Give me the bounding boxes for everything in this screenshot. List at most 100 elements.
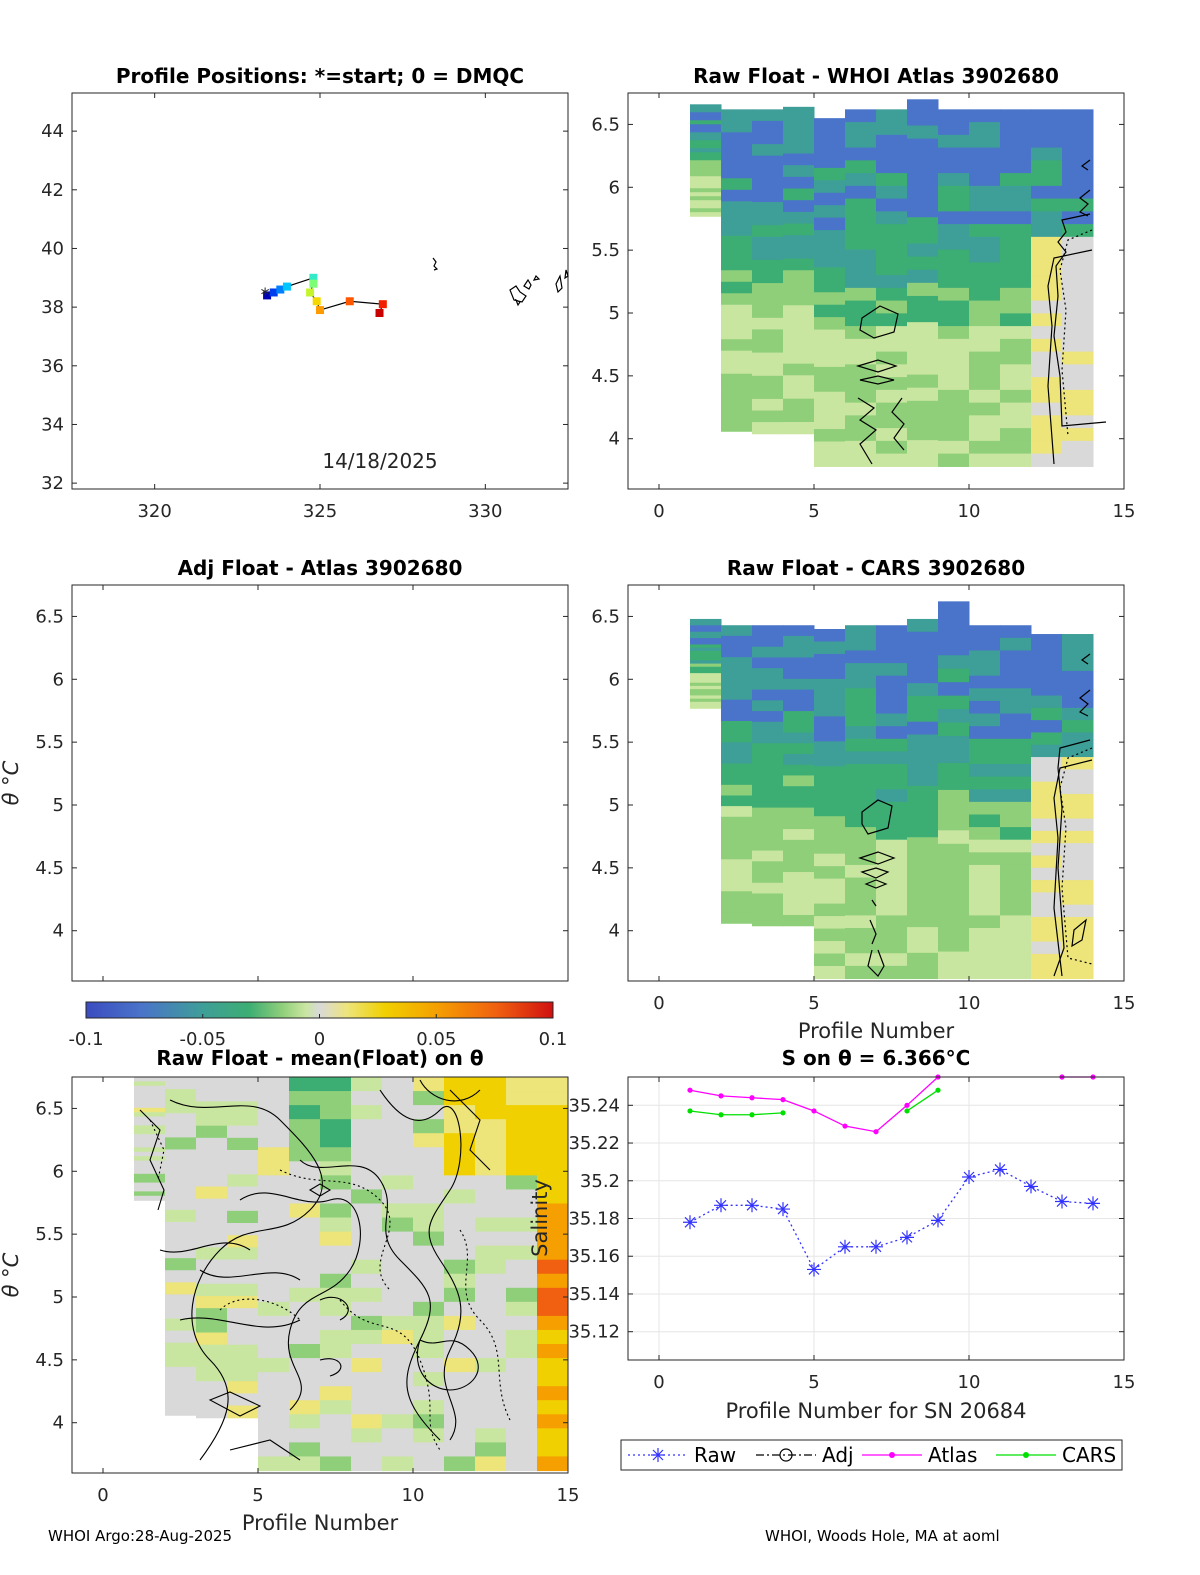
- series-line-cars: [906, 1089, 939, 1112]
- heatmap-cell: [907, 191, 939, 205]
- heatmap-cell: [814, 192, 846, 206]
- heatmap-cell: [475, 1245, 507, 1261]
- heatmap-cell: [227, 1332, 259, 1346]
- heatmap-cell: [938, 402, 970, 416]
- heatmap-cell: [814, 778, 846, 792]
- data-point-raw: [931, 1213, 945, 1228]
- heatmap-cell: [969, 134, 1001, 149]
- heatmap-cell: [258, 1133, 290, 1148]
- heatmap-cell: [1031, 364, 1063, 378]
- heatmap-cell: [1062, 683, 1094, 697]
- y-tick-label: 38: [41, 297, 64, 318]
- heatmap-cell: [783, 153, 815, 166]
- heatmap-cell: [1031, 916, 1063, 930]
- heatmap-cell: [876, 877, 908, 891]
- heatmap-cell: [721, 827, 753, 839]
- heatmap-cell: [845, 953, 877, 967]
- heatmap-cell: [506, 1203, 538, 1219]
- heatmap-cell: [938, 249, 970, 263]
- heatmap-cell: [690, 654, 722, 658]
- heatmap-cell: [690, 188, 722, 193]
- heatmap-cell: [475, 1147, 507, 1162]
- heatmap-cell: [814, 928, 846, 942]
- heatmap-cell: [721, 763, 753, 775]
- heatmap-cell: [134, 1090, 166, 1096]
- heatmap-cell: [1062, 300, 1094, 314]
- heatmap-cell: [1031, 389, 1063, 404]
- heatmap-cell: [845, 440, 877, 455]
- heatmap-cell: [134, 1169, 166, 1175]
- heatmap-cell: [783, 743, 815, 755]
- x-tick-label: 10: [958, 993, 981, 1014]
- heatmap-cell: [320, 1315, 352, 1331]
- heatmap-cell: [783, 689, 815, 701]
- heatmap-cell: [134, 1147, 166, 1153]
- heatmap-cell: [258, 1329, 290, 1345]
- heatmap-cell: [1031, 855, 1063, 869]
- heatmap-cell: [444, 1245, 476, 1261]
- data-point-raw: [807, 1262, 821, 1277]
- y-tick-label: 5.5: [591, 240, 620, 261]
- heatmap-cell: [1031, 415, 1063, 429]
- heatmap-cell: [814, 629, 846, 643]
- heatmap-cell: [382, 1442, 414, 1458]
- heatmap-cell: [969, 300, 1001, 314]
- heatmap-cell: [938, 134, 970, 149]
- heatmap-cell: [1062, 880, 1094, 893]
- heatmap-cell: [969, 902, 1001, 917]
- heatmap-cell: [752, 167, 784, 180]
- heatmap-cell: [1062, 966, 1094, 980]
- heatmap-cell: [1031, 634, 1063, 647]
- legend-marker-atlas: [889, 1452, 895, 1458]
- heatmap-cell: [258, 1273, 290, 1289]
- profile-position-marker: [375, 309, 384, 317]
- heatmap-cell: [907, 618, 939, 633]
- heatmap-cell: [382, 1414, 414, 1429]
- heatmap-cell: [690, 666, 722, 671]
- heatmap-cell: [227, 1101, 259, 1115]
- heatmap-cell: [506, 1189, 538, 1205]
- heatmap-cell: [1031, 160, 1063, 174]
- heatmap-cell: [938, 428, 970, 442]
- heatmap-cell: [938, 377, 970, 391]
- heatmap-cell: [783, 410, 815, 423]
- heatmap-cell: [506, 1428, 538, 1443]
- profile-position-marker: [316, 306, 324, 315]
- heatmap-cell: [506, 1315, 538, 1331]
- heatmap-cell: [1031, 670, 1063, 684]
- heatmap-cell: [382, 1456, 414, 1472]
- heatmap-cell: [969, 402, 1001, 416]
- heatmap-cell: [1062, 262, 1094, 276]
- heatmap-cell: [690, 644, 722, 649]
- data-point-raw: [1055, 1194, 1069, 1209]
- heatmap-cell: [227, 1150, 259, 1163]
- heatmap-cell: [907, 952, 939, 967]
- heatmap-cell: [1062, 173, 1094, 187]
- heatmap-cell: [1031, 173, 1063, 187]
- heatmap-cell: [752, 352, 784, 365]
- heatmap-cell: [1062, 389, 1094, 404]
- heatmap-cell: [258, 1287, 290, 1303]
- heatmap-cell: [475, 1456, 507, 1472]
- heatmap-cell: [969, 776, 1001, 790]
- heatmap-cell: [752, 914, 784, 927]
- heatmap-cell: [969, 663, 1001, 677]
- heatmap-cell: [227, 1344, 259, 1358]
- heatmap-cell: [444, 1358, 476, 1373]
- heatmap-cell: [845, 890, 877, 904]
- heatmap-cell: [382, 1428, 414, 1443]
- heatmap-cell: [382, 1259, 414, 1275]
- heatmap-cell: [845, 663, 877, 677]
- heatmap-cell: [938, 924, 970, 939]
- data-point-atlas: [749, 1095, 755, 1101]
- heatmap-cell: [320, 1358, 352, 1373]
- heatmap-cell: [1031, 147, 1063, 161]
- heatmap-cell: [721, 419, 753, 432]
- heatmap-cell: [413, 1428, 445, 1443]
- heatmap-cell: [969, 351, 1001, 365]
- legend-items: Raw Adj Atlas CARS: [628, 1443, 1116, 1467]
- heatmap-cell: [1062, 402, 1094, 416]
- heatmap-cell: [845, 236, 877, 251]
- heatmap-cell: [752, 668, 784, 680]
- x-tick-label: 325: [303, 501, 337, 522]
